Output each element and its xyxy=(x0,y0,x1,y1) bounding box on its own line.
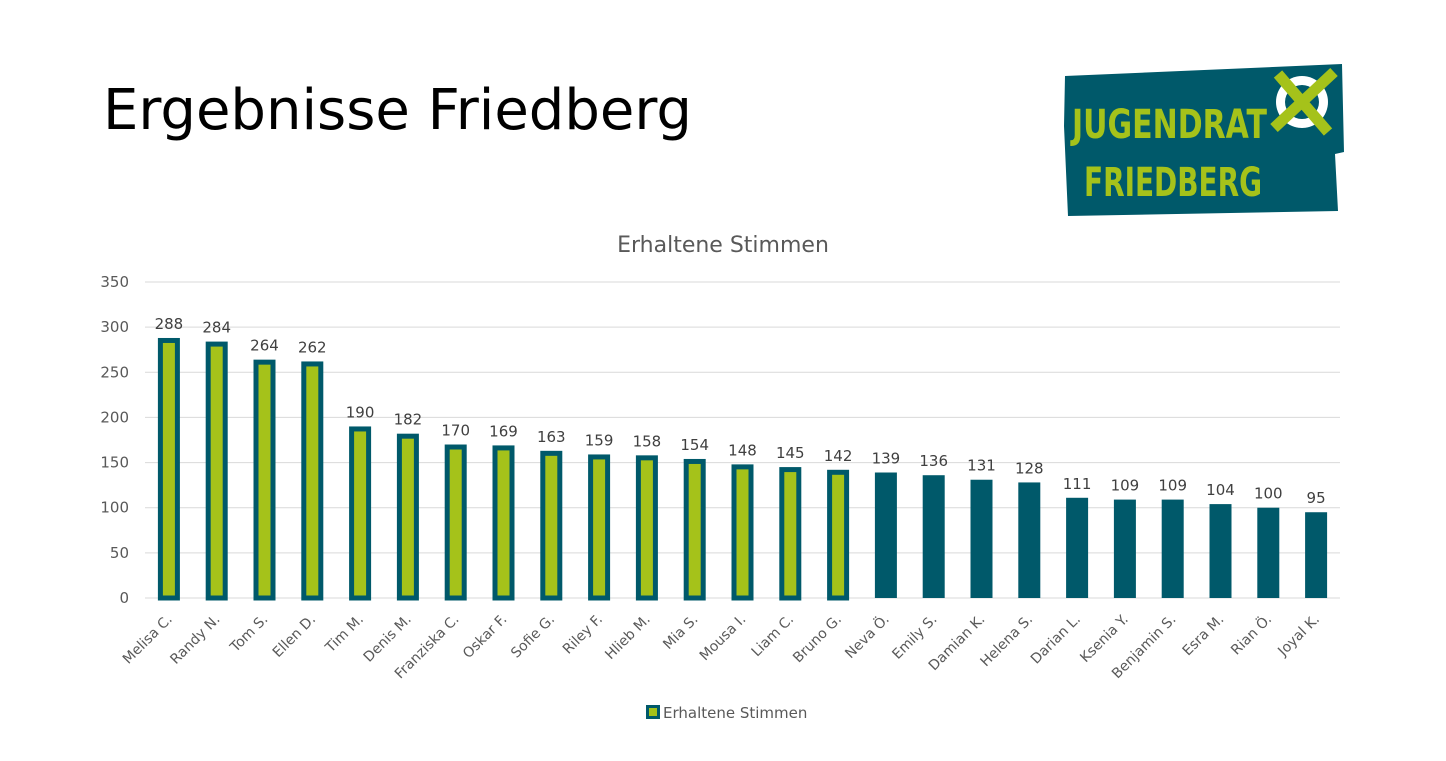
y-tick-label: 200 xyxy=(100,408,129,426)
y-tick-label: 0 xyxy=(119,589,129,607)
x-tick-label: Ellen D. xyxy=(270,612,319,661)
bar xyxy=(157,337,180,601)
x-tick-label: Neva Ö. xyxy=(841,610,893,662)
bar xyxy=(444,444,467,601)
data-label: 111 xyxy=(1063,475,1092,493)
x-tick-label: Darian L. xyxy=(1028,612,1084,668)
x-tick-label: Hlieb M. xyxy=(602,612,653,663)
data-label: 284 xyxy=(202,319,231,337)
legend: Erhaltene Stimmen xyxy=(646,704,807,722)
data-label: 109 xyxy=(1158,477,1187,495)
bar xyxy=(1257,507,1280,598)
data-label: 154 xyxy=(680,436,709,454)
data-label: 100 xyxy=(1254,485,1283,503)
data-label: 158 xyxy=(633,432,662,450)
target-x-icon xyxy=(1270,67,1338,136)
x-tick-label: Esra M. xyxy=(1180,612,1228,660)
data-label: 169 xyxy=(489,422,518,440)
bar xyxy=(731,464,754,601)
y-axis: 0 50 100 150 200 250 300 350 xyxy=(100,273,129,607)
x-tick-label: Oskar F. xyxy=(460,612,510,662)
legend-swatch xyxy=(646,705,660,719)
y-tick-label: 250 xyxy=(100,363,129,381)
bar xyxy=(1018,482,1041,598)
data-label: 131 xyxy=(967,457,996,475)
x-tick-label: Liam C. xyxy=(749,612,798,661)
bar xyxy=(492,445,515,601)
data-label: 288 xyxy=(155,315,184,333)
x-tick-label: Mousa I. xyxy=(697,612,750,665)
x-tick-label: Sofie G. xyxy=(508,612,558,662)
bar xyxy=(827,469,850,601)
y-tick-label: 100 xyxy=(100,499,129,517)
bar xyxy=(1066,497,1089,598)
logo-line-1: JUGENDRAT xyxy=(1070,102,1268,148)
data-label: 104 xyxy=(1206,481,1235,499)
data-label: 182 xyxy=(394,411,423,429)
y-tick-label: 50 xyxy=(110,544,129,562)
x-tick-label: Helena S. xyxy=(978,612,1037,671)
data-label: 145 xyxy=(776,444,805,462)
data-label: 136 xyxy=(919,452,948,470)
x-axis: Melisa C.Randy N. Tom S.Ellen D. Tim M.Den… xyxy=(120,610,1323,682)
data-label: 109 xyxy=(1111,477,1140,495)
bar xyxy=(874,472,897,598)
bar xyxy=(396,433,419,601)
x-tick-label: Riley F. xyxy=(560,612,606,658)
data-label: 139 xyxy=(872,450,901,468)
jugendrat-logo: JUGENDRAT FRIEDBERG xyxy=(1064,64,1344,216)
bar xyxy=(683,458,706,601)
bar xyxy=(1305,512,1328,598)
logo-line-2: FRIEDBERG xyxy=(1084,160,1262,206)
data-label: 148 xyxy=(728,441,757,459)
page-title: Ergebnisse Friedberg xyxy=(103,78,692,143)
bars xyxy=(157,337,1328,601)
chart-title: Erhaltene Stimmen xyxy=(617,233,829,258)
data-label: 190 xyxy=(346,403,375,421)
y-tick-label: 150 xyxy=(100,454,129,472)
bar xyxy=(1209,504,1232,598)
bar xyxy=(205,341,228,601)
bar xyxy=(253,359,276,601)
bar xyxy=(588,454,611,601)
bar xyxy=(922,475,945,598)
data-label: 95 xyxy=(1307,489,1326,507)
bar xyxy=(970,479,993,598)
bar xyxy=(635,455,658,601)
x-tick-label: Joyal K. xyxy=(1274,612,1322,660)
x-tick-label: Tom S. xyxy=(227,612,272,657)
data-labels: 288 284 264 262 190 182 170 169 163 159 158 154 148 1… xyxy=(155,315,1326,507)
x-tick-label: Randy N. xyxy=(167,612,223,668)
data-label: 163 xyxy=(537,428,566,446)
bar xyxy=(301,361,324,601)
data-label: 170 xyxy=(441,422,470,440)
legend-label: Erhaltene Stimmen xyxy=(663,704,807,722)
bar xyxy=(349,426,372,601)
x-tick-label: Bruno G. xyxy=(790,612,845,667)
logo-banner xyxy=(1064,64,1344,216)
data-label: 262 xyxy=(298,338,327,356)
data-label: 264 xyxy=(250,337,279,355)
data-label: 128 xyxy=(1015,459,1044,477)
data-label: 159 xyxy=(585,431,614,449)
bar xyxy=(540,450,563,601)
x-tick-label: Tim M. xyxy=(322,612,367,657)
x-tick-label: Melisa C. xyxy=(120,612,176,668)
bar xyxy=(1161,499,1184,598)
bar xyxy=(779,467,802,601)
x-tick-label: Rian Ö. xyxy=(1227,610,1275,658)
bar xyxy=(1113,499,1136,598)
data-label: 142 xyxy=(824,447,853,465)
y-tick-label: 300 xyxy=(100,318,129,336)
y-tick-label: 350 xyxy=(100,273,129,291)
x-tick-label: Mia S. xyxy=(660,612,701,653)
